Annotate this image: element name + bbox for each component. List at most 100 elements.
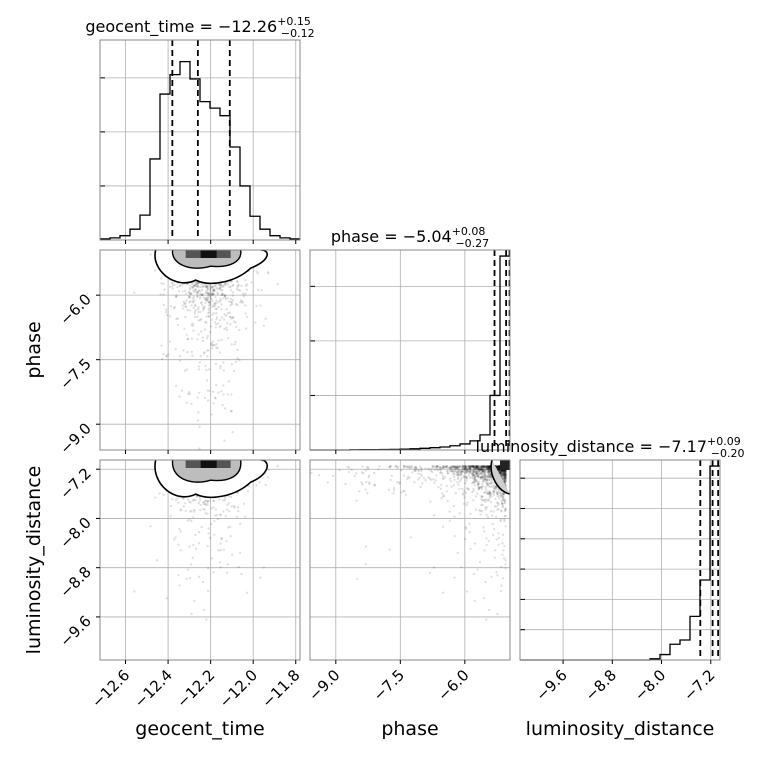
sample-point xyxy=(473,471,476,474)
sample-point xyxy=(503,498,507,502)
sample-point xyxy=(496,574,499,577)
sample-point xyxy=(162,352,165,356)
sample-point xyxy=(247,484,250,488)
sample-point xyxy=(181,290,184,293)
sample-point xyxy=(215,513,219,517)
sample-point xyxy=(470,476,473,479)
sample-point xyxy=(201,580,205,584)
title-prefix: luminosity_distance = −7.17 xyxy=(476,437,707,457)
sample-point xyxy=(205,618,208,621)
sample-point xyxy=(482,465,485,468)
sample-point xyxy=(480,468,483,471)
sample-point xyxy=(497,502,500,505)
sample-point xyxy=(504,472,507,475)
sample-point xyxy=(446,471,450,475)
sample-point xyxy=(476,475,480,478)
sample-point xyxy=(202,608,206,612)
sample-point xyxy=(411,471,414,474)
sample-point xyxy=(480,467,484,470)
sample-point xyxy=(479,513,482,516)
x-tick-label: −8.0 xyxy=(631,666,669,704)
sample-point xyxy=(178,527,181,531)
sample-point xyxy=(473,476,476,479)
sample-point xyxy=(475,470,478,474)
sample-point xyxy=(194,498,197,502)
sample-point xyxy=(162,303,166,307)
sample-point xyxy=(396,466,399,470)
sample-point xyxy=(445,490,448,493)
sample-point xyxy=(237,565,240,569)
sample-point xyxy=(488,490,491,493)
sample-point xyxy=(442,464,445,468)
sample-point xyxy=(186,337,190,341)
sample-point xyxy=(500,584,503,587)
sample-point xyxy=(206,544,209,548)
sample-point xyxy=(502,469,505,472)
sample-point xyxy=(209,297,212,301)
sample-point xyxy=(360,471,364,474)
sample-point xyxy=(195,285,198,288)
sample-point xyxy=(482,471,485,474)
density-peak xyxy=(200,460,217,468)
sample-point xyxy=(463,468,467,471)
sample-point xyxy=(471,499,475,502)
sample-point xyxy=(466,487,469,491)
sample-point xyxy=(204,297,207,300)
sample-point xyxy=(410,466,413,469)
sample-point xyxy=(410,465,414,468)
sample-point xyxy=(215,317,218,321)
sample-point xyxy=(468,472,471,475)
sample-point xyxy=(474,465,478,468)
sample-point xyxy=(194,290,197,293)
sample-point xyxy=(225,508,229,511)
sample-point xyxy=(482,597,486,600)
sample-point xyxy=(428,477,432,480)
sample-point xyxy=(231,315,235,319)
sample-point xyxy=(435,467,438,471)
sample-point xyxy=(204,364,207,368)
sample-point xyxy=(226,337,230,340)
sample-point xyxy=(502,477,505,480)
sample-point xyxy=(450,466,453,470)
sample-point xyxy=(230,301,233,304)
sample-point xyxy=(490,575,493,579)
sample-point xyxy=(503,480,507,483)
sample-point xyxy=(476,469,479,472)
sample-point xyxy=(464,467,468,470)
sample-point xyxy=(481,495,484,498)
sample-point xyxy=(220,292,224,295)
sample-point xyxy=(481,485,485,488)
sample-point xyxy=(199,330,203,333)
sample-point xyxy=(502,470,506,473)
sample-point xyxy=(200,318,203,321)
sample-point xyxy=(212,402,215,405)
sample-point xyxy=(475,465,478,469)
sample-point xyxy=(276,464,279,468)
sample-point xyxy=(466,468,470,471)
sample-point xyxy=(462,464,466,468)
sample-point xyxy=(169,504,173,508)
sample-point xyxy=(476,492,479,495)
sample-point xyxy=(436,465,440,468)
sample-point xyxy=(174,498,178,502)
sample-point xyxy=(440,497,443,500)
sample-point xyxy=(229,534,232,538)
sample-point xyxy=(210,285,213,289)
sample-point xyxy=(207,368,211,371)
sample-point xyxy=(200,282,203,286)
sample-point xyxy=(250,281,253,284)
sample-point xyxy=(196,419,200,422)
sample-point xyxy=(220,537,223,540)
sample-point xyxy=(360,481,363,484)
sample-point xyxy=(456,474,460,477)
sample-point xyxy=(466,467,470,470)
sample-point xyxy=(234,340,237,344)
sample-point xyxy=(504,473,507,476)
sample-point xyxy=(481,469,484,472)
sample-point xyxy=(498,471,502,475)
sample-point xyxy=(414,466,417,469)
sample-point xyxy=(463,466,466,469)
sample-point xyxy=(504,481,507,484)
sample-point xyxy=(231,284,234,287)
